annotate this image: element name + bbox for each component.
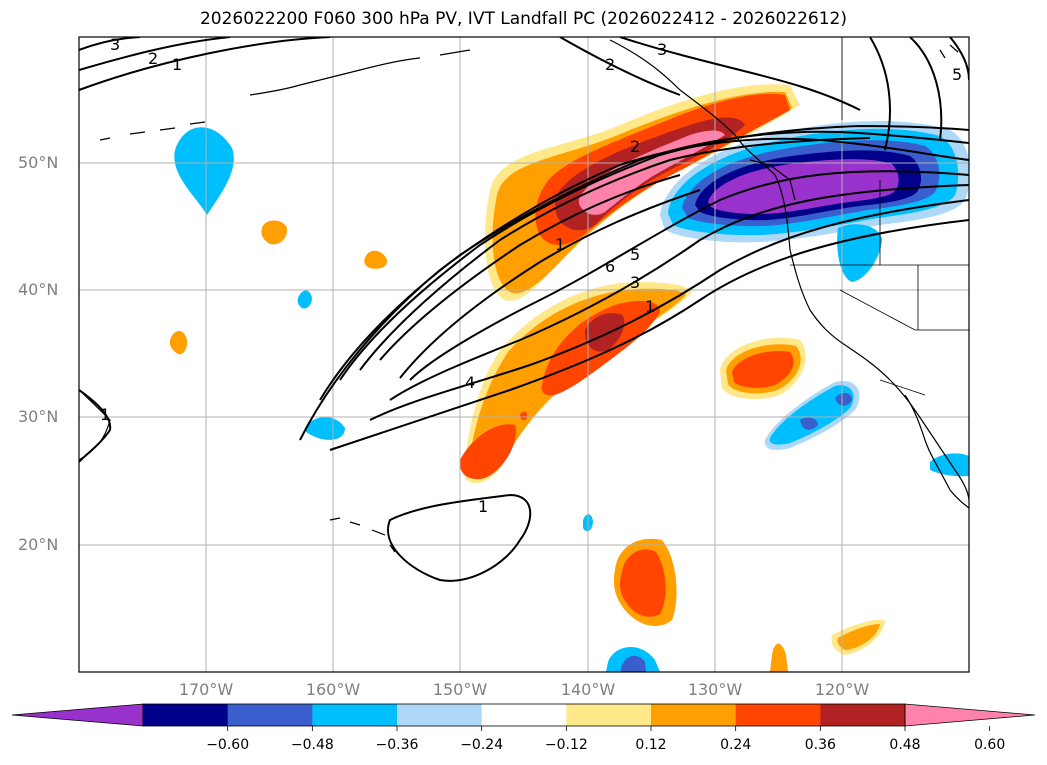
colorbar-segment bbox=[481, 704, 567, 726]
map-title: 2026022200 F060 300 hPa PV, IVT Landfall… bbox=[199, 9, 847, 29]
contour-label: 2 bbox=[605, 55, 615, 74]
lat-label: 40°N bbox=[18, 280, 59, 299]
colorbar-segment bbox=[820, 704, 906, 726]
colorbar bbox=[11, 703, 1036, 731]
colorbar-segment bbox=[143, 704, 229, 726]
lon-label: 140°W bbox=[560, 680, 616, 699]
colorbar-tick-label: 0.48 bbox=[889, 737, 921, 753]
colorbar-extend-high bbox=[904, 703, 1036, 727]
contour-label: 6 bbox=[605, 257, 615, 276]
colorbar-extend-low bbox=[11, 703, 144, 727]
contour-label: 5 bbox=[630, 245, 640, 264]
lat-label: 20°N bbox=[18, 535, 59, 554]
contour-label: 1 bbox=[478, 497, 488, 516]
contour-label: 1 bbox=[172, 55, 182, 74]
borders bbox=[790, 37, 969, 396]
colorbar-tick-label: 0.60 bbox=[974, 737, 1006, 753]
lat-label: 30°N bbox=[18, 407, 59, 426]
colorbar-tick-label: −0.12 bbox=[544, 737, 588, 753]
colorbar-tick-label: −0.60 bbox=[206, 737, 250, 753]
lon-label: 130°W bbox=[687, 680, 743, 699]
colorbar-segment bbox=[651, 704, 737, 726]
colorbar-tick-label: −0.48 bbox=[290, 737, 334, 753]
colorbar-tick-label: 0.24 bbox=[720, 737, 752, 753]
pv-contours bbox=[79, 37, 969, 582]
colorbar-tick-label: 0.36 bbox=[804, 737, 836, 753]
lat-label: 50°N bbox=[18, 153, 59, 172]
lon-label: 170°W bbox=[178, 680, 234, 699]
contour-label: 4 bbox=[465, 373, 475, 392]
map-frame bbox=[78, 36, 970, 673]
contour-label: 5 bbox=[952, 65, 962, 84]
colorbar-segment bbox=[735, 704, 821, 726]
contour-label: 3 bbox=[657, 40, 667, 59]
colorbar-tick-label: −0.24 bbox=[460, 737, 504, 753]
contour-label: 2 bbox=[148, 49, 158, 68]
contour-label: 3 bbox=[630, 273, 640, 292]
contour-label: 1 bbox=[555, 235, 565, 254]
colorbar-segment bbox=[312, 704, 398, 726]
lon-label: 120°W bbox=[814, 680, 870, 699]
contour-label: 3 bbox=[110, 35, 120, 54]
lon-label: 150°W bbox=[432, 680, 488, 699]
colorbar-segment bbox=[397, 704, 483, 726]
colorbar-segment bbox=[227, 704, 313, 726]
contour-label: 1 bbox=[645, 297, 655, 316]
colorbar-tick-label: 0.12 bbox=[635, 737, 667, 753]
contour-label: 2 bbox=[630, 137, 640, 156]
colorbar-tick-label: −0.36 bbox=[375, 737, 419, 753]
lon-label: 160°W bbox=[305, 680, 361, 699]
contour-labels: 3 2 1 2 3 2 1 6 5 3 1 4 1 1 5 bbox=[100, 35, 962, 516]
contour-label: 1 bbox=[100, 405, 110, 424]
colorbar-segment bbox=[566, 704, 652, 726]
colorbar-outline bbox=[142, 703, 906, 727]
